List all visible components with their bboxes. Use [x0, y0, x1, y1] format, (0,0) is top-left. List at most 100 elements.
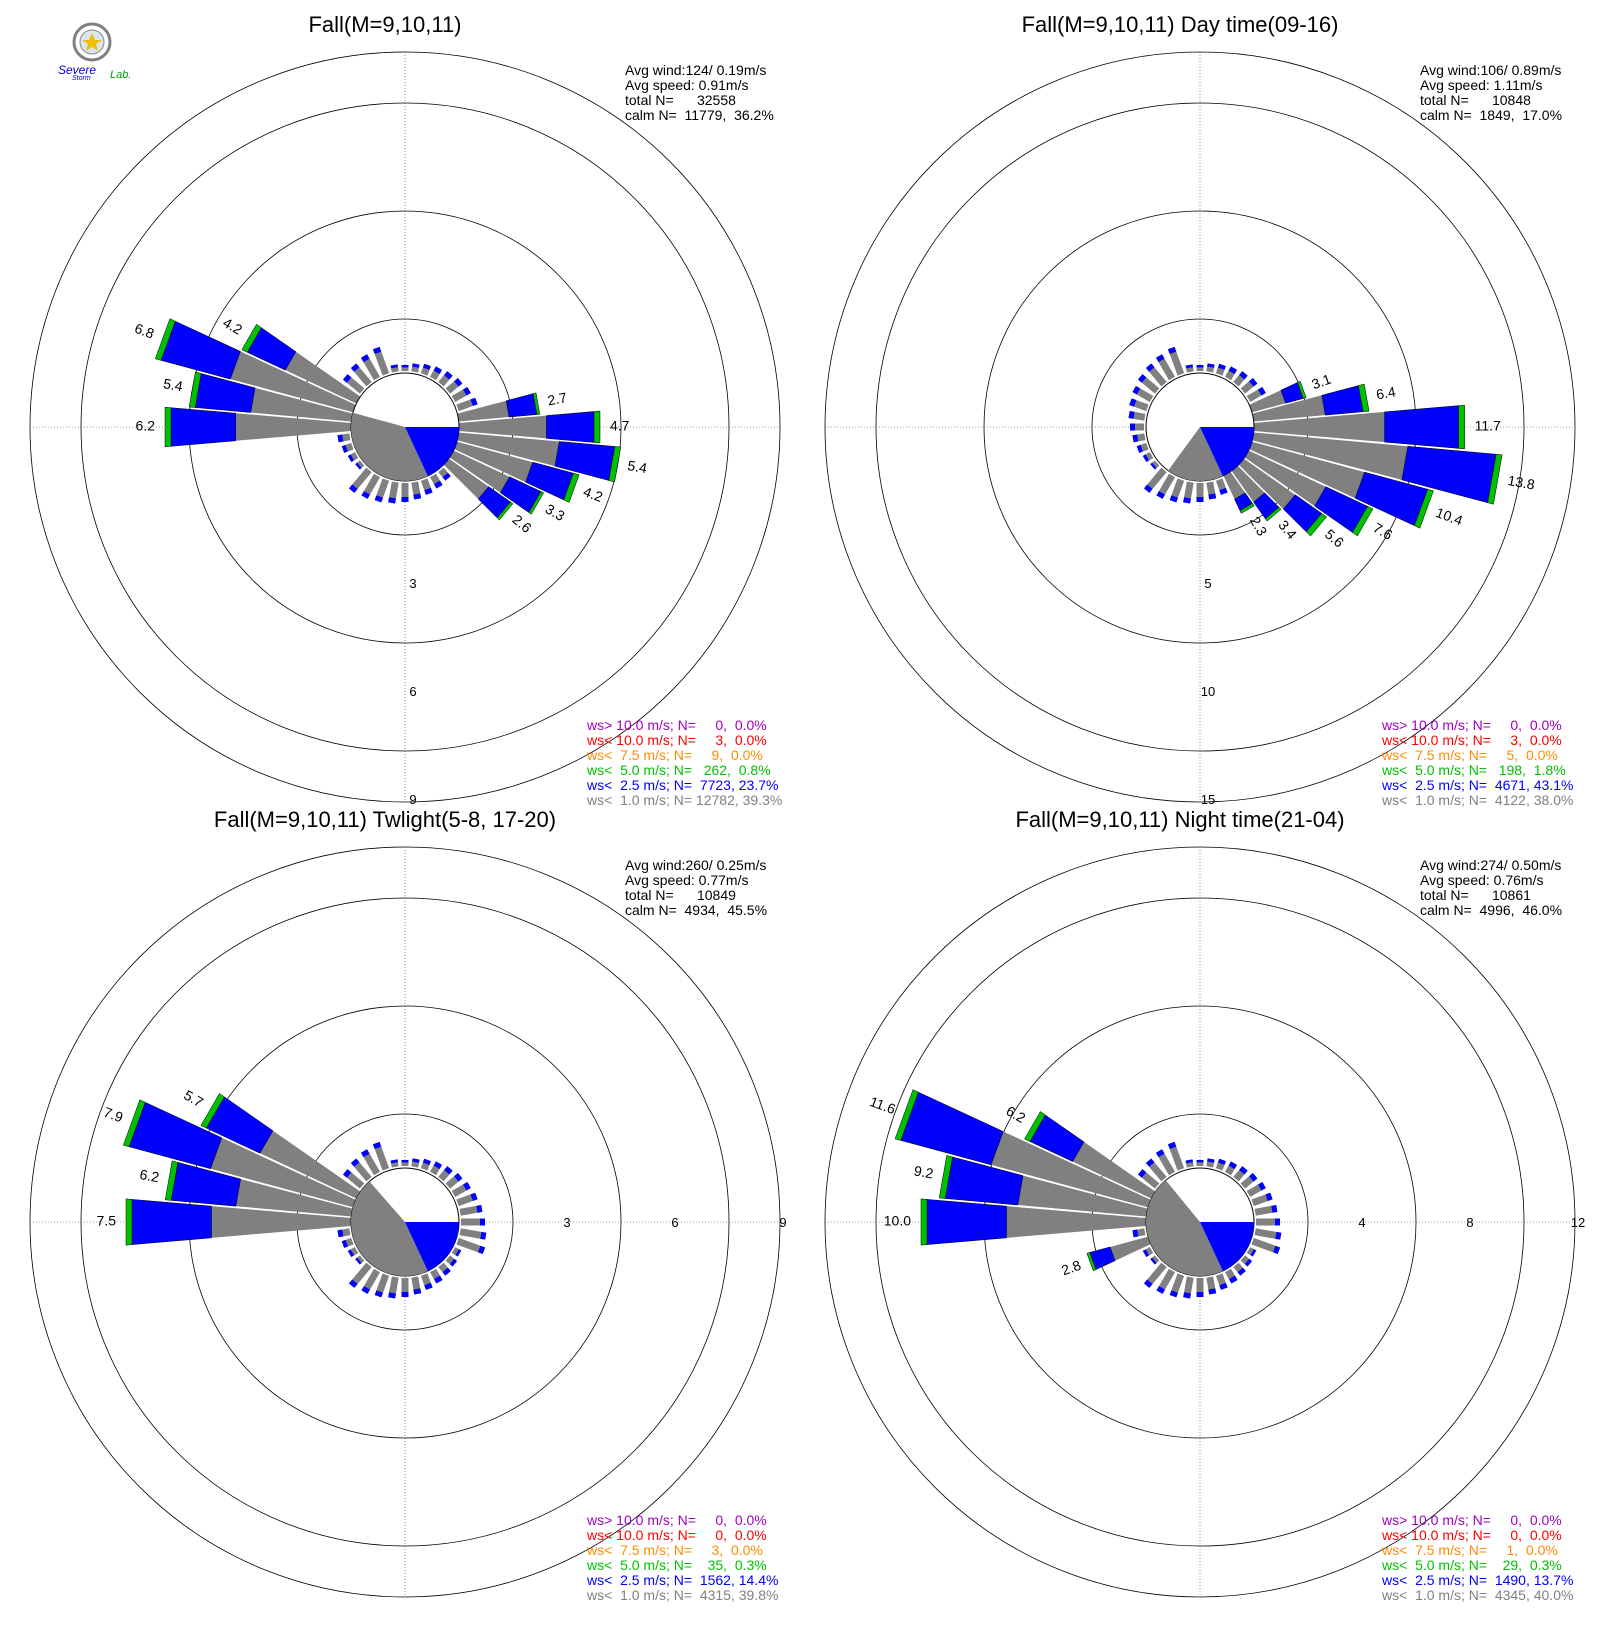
minor-bar-tip-320 — [350, 1158, 360, 1167]
minor-bar-tip-60 — [1258, 1181, 1266, 1191]
bar-ws1-280 — [235, 1179, 353, 1217]
bar-ws3-280 — [164, 1160, 179, 1201]
minor-bar-tip-40 — [1239, 1166, 1248, 1175]
legend-entry-1: ws> 10.0 m/s; N= 0, 0.0% — [1381, 717, 1562, 733]
minor-bar-tip-0 — [1196, 1160, 1204, 1163]
legend-entry-5: ws< 2.5 m/s; N= 4671, 43.1% — [1381, 777, 1573, 793]
bar-label-120: 3.3 — [543, 500, 568, 524]
minor-bar-tip-0 — [401, 365, 409, 368]
bar-label-290: 11.6 — [868, 1093, 898, 1117]
legend-entry-6: ws< 1.0 m/s; N= 12782, 39.3% — [586, 792, 782, 808]
minor-bar-tip-150 — [1228, 1275, 1238, 1284]
logo-text-storm: Storm — [72, 75, 91, 82]
minor-bar-tip-70 — [470, 1192, 478, 1202]
minor-bar-tip-240 — [347, 1249, 355, 1258]
minor-bar-tip-260 — [337, 1229, 344, 1238]
minor-bar-tip-290 — [1129, 398, 1137, 407]
minor-bar-tip-330 — [360, 354, 370, 363]
minor-bar-tip-210 — [361, 491, 371, 499]
legend-entry-4: ws< 5.0 m/s; N= 29, 0.3% — [1381, 1557, 1562, 1573]
bar-ws1-80 — [1252, 395, 1326, 422]
calm-wedge — [1168, 427, 1223, 481]
minor-bar-tip-20 — [1217, 363, 1226, 370]
bar-ws1-300 — [285, 351, 361, 404]
bar-ws3-70 — [1297, 380, 1307, 399]
ring-label-2: 8 — [1466, 1215, 1473, 1230]
bar-ws3-300 — [241, 323, 262, 353]
bar-label-300: 4.2 — [220, 314, 245, 338]
minor-bar-tip-80 — [1271, 1205, 1278, 1213]
bar-ws2-270 — [926, 1199, 1007, 1245]
low-wind-wedge — [1200, 427, 1254, 476]
bar-label-270: 7.5 — [97, 1213, 117, 1229]
minor-bar-230 — [1150, 1255, 1160, 1265]
legend-entry-3: ws< 7.5 m/s; N= 1, 0.0% — [1381, 1542, 1558, 1558]
minor-bar-tip-170 — [1208, 1288, 1217, 1295]
minor-bar-tip-270 — [1130, 423, 1135, 431]
minor-bar-tip-190 — [388, 1292, 396, 1299]
minor-bar-tip-160 — [1219, 1282, 1228, 1290]
bar-label-300: 5.7 — [181, 1087, 206, 1111]
bar-ws3-280 — [938, 1155, 953, 1199]
legend-entry-6: ws< 1.0 m/s; N= 4345, 40.0% — [1381, 1587, 1573, 1603]
panel-title: Fall(M=9,10,11) Twlight(5-8, 17-20) — [214, 807, 556, 832]
wind-rose-panel-2: 510153.16.411.713.810.47.65.63.42.3Fall(… — [824, 12, 1576, 808]
minor-bar-tip-210 — [361, 1286, 371, 1294]
minor-bar-tip-230 — [1150, 462, 1157, 470]
bar-label-110: 10.4 — [1434, 504, 1465, 528]
info-line-3: total N= 10848 — [1420, 92, 1531, 108]
bar-label-130: 5.6 — [1322, 526, 1347, 551]
info-line-3: total N= 32558 — [625, 92, 736, 108]
bar-ws2-80 — [1321, 385, 1364, 416]
legend-entry-5: ws< 2.5 m/s; N= 1490, 13.7% — [1381, 1572, 1573, 1588]
minor-bar-tip-250 — [1136, 444, 1143, 453]
legend-entry-1: ws> 10.0 m/s; N= 0, 0.0% — [586, 717, 767, 733]
minor-bar-tip-330 — [1155, 1149, 1165, 1158]
minor-bar-tip-90 — [1275, 1218, 1280, 1226]
ring-label-3: 9 — [409, 792, 416, 807]
bar-ws1-100 — [1252, 432, 1408, 480]
minor-bar-tip-120 — [1250, 1249, 1257, 1257]
info-line-4: calm N= 11779, 36.2% — [625, 107, 774, 123]
minor-bar-tip-30 — [433, 366, 443, 375]
minor-bar-tip-320 — [350, 363, 360, 372]
minor-bar-110 — [1251, 1237, 1281, 1255]
ring-label-3: 9 — [779, 1215, 786, 1230]
minor-bar-tip-350 — [1185, 1159, 1193, 1164]
bar-ws3-270 — [164, 406, 172, 448]
low-wind-wedge — [405, 1222, 459, 1271]
minor-bar-tip-90 — [480, 1218, 485, 1226]
minor-bar-tip-310 — [342, 374, 352, 383]
minor-bar-tip-210 — [1156, 1286, 1166, 1294]
minor-bar-tip-170 — [413, 1288, 422, 1295]
bar-ws1-90 — [1254, 411, 1385, 443]
bar-ws1-290 — [230, 351, 356, 413]
minor-bar-tip-80 — [476, 1205, 483, 1213]
legend-entry-5: ws< 2.5 m/s; N= 1562, 14.4% — [586, 1572, 778, 1588]
minor-bar-tip-180 — [1196, 1292, 1204, 1297]
minor-bar-tip-350 — [1185, 364, 1193, 369]
minor-bar-tip-140 — [1237, 1267, 1246, 1276]
minor-bar-tip-220 — [1143, 1279, 1153, 1288]
minor-bar-tip-350 — [390, 1159, 398, 1164]
bar-label-280: 5.4 — [162, 375, 184, 394]
bar-ws3-300 — [1024, 1111, 1046, 1142]
minor-bar-tip-50 — [454, 378, 463, 387]
bar-ws2-270 — [170, 407, 236, 447]
bar-ws1-150 — [1223, 471, 1246, 500]
bar-ws3-290 — [154, 318, 176, 361]
bar-label-110: 4.2 — [581, 483, 605, 505]
minor-bar-tip-20 — [422, 1158, 431, 1165]
minor-bar-tip-110 — [1273, 1245, 1281, 1255]
minor-bar-tip-40 — [1239, 371, 1248, 380]
low-wind-wedge — [1200, 1222, 1254, 1271]
minor-bar-tip-190 — [1183, 1292, 1191, 1299]
minor-bar-tip-70 — [470, 397, 478, 407]
minor-bar-tip-60 — [1258, 386, 1266, 396]
bar-label-70: 3.1 — [1309, 371, 1333, 393]
minor-bar-100 — [1254, 1228, 1282, 1240]
minor-bar-tip-310 — [1137, 374, 1147, 383]
bar-ws3-270 — [125, 1198, 133, 1246]
legend-entry-6: ws< 1.0 m/s; N= 4315, 39.8% — [586, 1587, 778, 1603]
calm-wedge — [351, 412, 428, 481]
